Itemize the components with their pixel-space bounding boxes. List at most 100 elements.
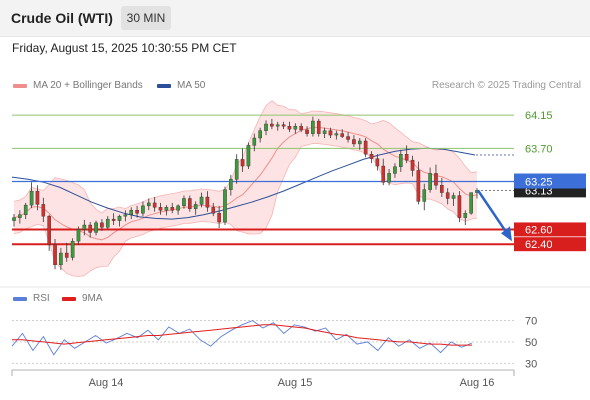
candle-body: [176, 205, 180, 211]
candle-body: [229, 179, 233, 190]
candle-body: [275, 124, 280, 127]
candle-body: [23, 204, 28, 215]
candle-body: [205, 196, 210, 208]
candle-body: [369, 154, 374, 159]
candle-body: [41, 204, 46, 217]
candle-body: [188, 198, 192, 209]
candle-body: [12, 217, 16, 221]
support-badge-62.60: [514, 222, 586, 237]
rsi-line: [11, 320, 473, 356]
candle-body: [252, 137, 257, 146]
candle-body: [158, 207, 163, 211]
candle-body: [440, 185, 444, 193]
instrument-title: Crude Oil (WTI): [11, 10, 113, 26]
candle-body: [322, 130, 327, 134]
candle-body: [182, 198, 186, 207]
candle-body: [199, 196, 204, 205]
candle-body: [211, 207, 216, 214]
candle-body: [193, 204, 198, 209]
candle-body: [152, 202, 157, 208]
candle-body: [29, 190, 34, 206]
x-tick-label: Aug 14: [89, 377, 124, 389]
candle-body: [316, 120, 321, 134]
candle-body: [164, 207, 169, 211]
credit-text: Research © 2025 Trading Central: [431, 80, 581, 91]
candle-body: [422, 189, 427, 202]
candle-body: [469, 192, 473, 214]
candle-body: [363, 140, 368, 155]
resistance-label-64.15: 64.15: [525, 110, 553, 122]
x-tick-label: Aug 16: [460, 377, 495, 389]
candle-body: [234, 159, 239, 180]
rsi-ma-label: 9MA: [82, 293, 103, 304]
candle-body: [35, 190, 40, 205]
candle-body: [53, 243, 57, 266]
legend-rsi: RSI: [13, 293, 50, 304]
bollinger-upper-line: [13, 100, 478, 214]
candle-body: [94, 222, 98, 233]
candle-body: [293, 126, 298, 130]
timestamp: Friday, August 15, 2025 10:30:55 PM CET: [12, 41, 237, 55]
candle-body: [170, 207, 175, 211]
candle-body: [346, 136, 350, 140]
candle-body: [82, 224, 87, 230]
candle-body: [70, 241, 75, 258]
rsi-ma-line: [12, 324, 472, 346]
timeframe-button[interactable]: 30 MIN: [121, 6, 171, 30]
rsi-tick-70: 70: [525, 316, 537, 328]
candle-body: [258, 130, 262, 139]
legend-ma50: MA 50: [157, 80, 205, 91]
ma50-line: [11, 147, 476, 220]
resistance-label-63.70: 63.70: [525, 143, 553, 155]
rsi-ma-swatch: [62, 296, 76, 301]
candle-body: [352, 139, 356, 145]
candle-body: [59, 252, 63, 266]
candle-body: [451, 195, 456, 199]
bollinger-lower-line: [13, 142, 478, 277]
candle-body: [111, 218, 116, 221]
candle-body: [410, 159, 415, 171]
rsi-tick-50: 50: [525, 337, 537, 349]
candle-body: [100, 222, 104, 228]
candle-body: [328, 130, 333, 136]
candle-body: [428, 173, 432, 190]
candle-body: [387, 173, 391, 183]
bollinger-swatch: [13, 83, 27, 88]
candle-body: [240, 159, 245, 167]
candle-body: [146, 202, 151, 207]
candle-body: [463, 213, 468, 218]
candle-body: [445, 192, 450, 199]
candle-body: [404, 154, 409, 161]
ma50-swatch: [157, 83, 171, 88]
legend-rsi-ma: 9MA: [62, 293, 103, 304]
candle-body: [217, 213, 221, 223]
candle-body: [105, 218, 110, 228]
candle-body: [281, 124, 286, 127]
support-label-62.40: 62.40: [525, 239, 553, 251]
candle-body: [305, 129, 309, 134]
candle-body: [457, 195, 462, 218]
bollinger-band-area: [14, 100, 477, 277]
rsi-swatch: [13, 296, 27, 301]
candle-body: [334, 133, 339, 136]
candle-body: [141, 205, 145, 214]
candle-body: [311, 120, 315, 134]
forecast-arrow-head: [501, 226, 512, 242]
support-label-62.60: 62.60: [525, 224, 553, 236]
ma50-label: MA 50: [177, 80, 206, 91]
pivot-label: 63.25: [525, 177, 553, 189]
candle-body: [47, 215, 51, 245]
legend-bollinger: MA 20 + Bollinger Bands: [13, 80, 143, 91]
candle-body: [399, 154, 403, 167]
rsi-label: RSI: [33, 293, 50, 304]
candle-body: [375, 158, 380, 167]
candle-body: [129, 210, 134, 215]
candle-body: [393, 166, 397, 174]
candle-body: [299, 126, 303, 131]
support-badge-62.40: [514, 237, 586, 252]
candle-body: [76, 229, 81, 242]
candle-body: [123, 214, 128, 217]
rsi-tick-30: 30: [525, 358, 537, 370]
